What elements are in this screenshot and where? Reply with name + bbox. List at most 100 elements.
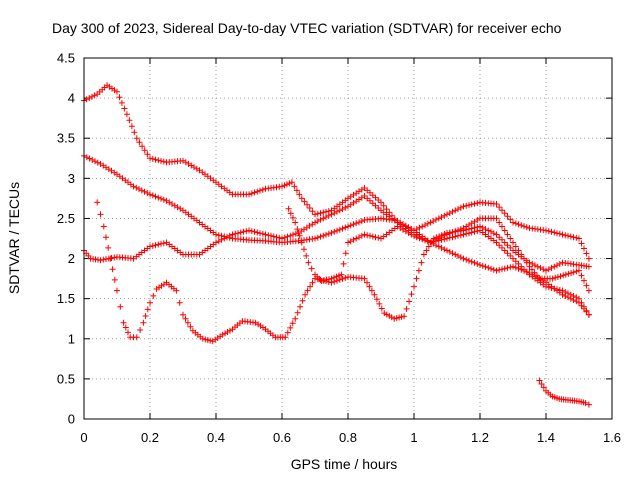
data-point [371, 291, 378, 298]
data-point [215, 232, 222, 239]
data-point [420, 251, 427, 258]
data-point [229, 231, 236, 238]
data-point [292, 315, 299, 322]
data-point [218, 236, 225, 243]
data-point [339, 225, 346, 232]
data-point [457, 226, 464, 233]
data-point [356, 219, 362, 226]
data-point [301, 198, 308, 205]
data-point [268, 232, 274, 239]
data-point [155, 241, 162, 248]
data-point [290, 231, 296, 238]
data-point [512, 264, 519, 271]
data-point [140, 319, 147, 326]
data-point [521, 267, 527, 274]
data-point [141, 188, 148, 195]
data-point [510, 239, 516, 246]
data-point [375, 234, 382, 241]
data-point [109, 266, 116, 273]
data-point [292, 219, 299, 226]
data-point [523, 224, 530, 231]
y-axis-label: SDTVAR / TECUs [6, 182, 22, 294]
data-point [86, 155, 93, 162]
data-point [422, 222, 428, 229]
data-point [532, 262, 538, 269]
data-point [312, 235, 318, 242]
data-point [496, 204, 503, 211]
data-point [376, 300, 383, 307]
data-point [446, 230, 453, 237]
data-point [411, 283, 417, 290]
data-point [485, 227, 492, 234]
data-point [118, 99, 125, 106]
data-point [325, 212, 332, 219]
data-point [147, 243, 153, 250]
x-tick-label: 0.6 [273, 430, 291, 445]
data-point [499, 266, 505, 273]
data-point [187, 323, 194, 330]
data-point [116, 94, 123, 101]
data-point [147, 299, 153, 306]
data-point [583, 282, 590, 289]
data-point [287, 210, 294, 217]
data-point [578, 272, 585, 279]
data-point [438, 244, 445, 251]
data-point [88, 93, 95, 100]
data-point [403, 305, 410, 312]
data-point [251, 189, 258, 196]
y-axis-ticks: 0 0.5 1 1.5 2 2.5 3 3.5 4 4.5 [57, 51, 612, 427]
data-point [471, 200, 478, 207]
data-point [529, 260, 536, 267]
data-point [496, 242, 503, 249]
data-point [270, 233, 277, 240]
data-point [501, 227, 508, 234]
x-axis-ticks: 0 0.2 0.4 0.6 0.8 1 1.2 1.4 1.6 [80, 58, 621, 445]
data-point [504, 213, 511, 220]
data-point [292, 230, 299, 237]
data-point [152, 193, 159, 200]
data-point [406, 298, 413, 305]
data-point [507, 235, 514, 242]
data-point [303, 252, 310, 259]
data-point [507, 216, 514, 223]
data-point [471, 224, 478, 231]
data-point [296, 232, 303, 239]
data-point [160, 158, 167, 165]
data-point [364, 279, 370, 286]
data-point [422, 237, 428, 244]
chart-title: Day 300 of 2023, Sidereal Day-to-day VTE… [52, 20, 562, 36]
data-point [97, 257, 104, 264]
data-point [83, 96, 90, 103]
data-point [471, 259, 478, 266]
data-point [562, 232, 569, 239]
data-point [556, 230, 563, 237]
data-point [474, 224, 481, 231]
data-series [81, 82, 592, 408]
data-point [94, 199, 101, 206]
data-point [493, 231, 500, 238]
plot-frame [83, 57, 613, 420]
x-tick-label: 1.2 [471, 430, 489, 445]
data-point [240, 228, 247, 235]
data-point [576, 267, 582, 274]
data-point [468, 225, 475, 232]
data-point [339, 275, 346, 282]
data-point [147, 191, 153, 198]
data-point [507, 264, 514, 271]
data-point [254, 229, 261, 236]
data-point [160, 240, 167, 247]
data-point [320, 232, 327, 239]
data-point [499, 236, 505, 243]
data-point [438, 214, 445, 221]
data-point [463, 202, 470, 209]
data-point [213, 239, 219, 246]
data-point [103, 234, 109, 241]
data-point [100, 223, 107, 230]
data-point [540, 266, 547, 273]
data-point [455, 227, 461, 234]
data-point [493, 215, 500, 222]
data-point [585, 401, 592, 408]
data-point [457, 254, 464, 261]
data-point [581, 277, 587, 284]
data-point [107, 255, 114, 262]
